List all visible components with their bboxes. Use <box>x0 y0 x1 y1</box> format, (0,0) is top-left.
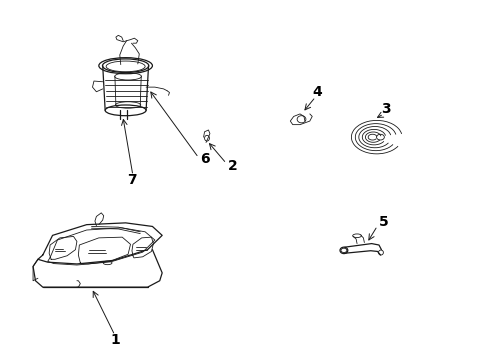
Text: 4: 4 <box>312 85 322 99</box>
Text: 5: 5 <box>379 215 389 229</box>
Text: 1: 1 <box>110 333 120 347</box>
Text: 6: 6 <box>200 152 210 166</box>
Text: 7: 7 <box>127 173 137 187</box>
Text: 2: 2 <box>228 159 238 173</box>
Text: 3: 3 <box>382 102 391 116</box>
